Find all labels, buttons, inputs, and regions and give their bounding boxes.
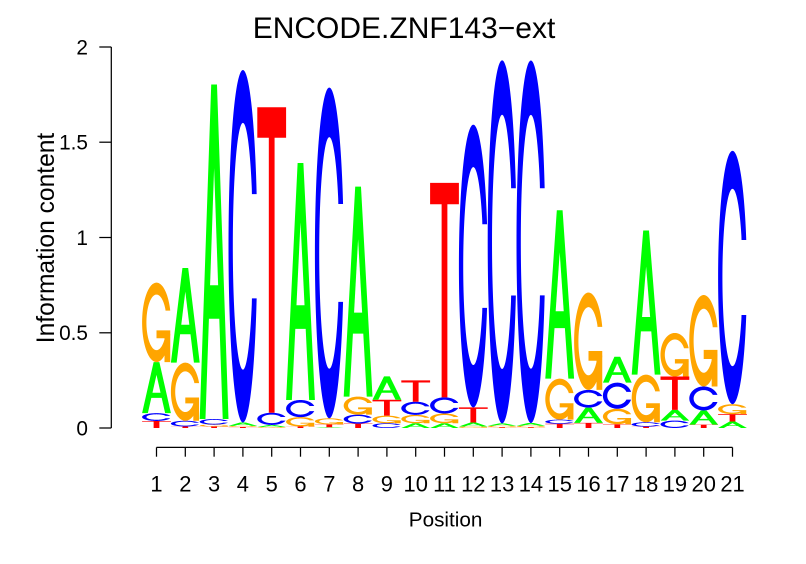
- svg-text:9: 9: [381, 472, 393, 497]
- svg-text:21: 21: [720, 472, 744, 497]
- svg-text:11: 11: [433, 472, 456, 497]
- svg-text:0.5: 0.5: [59, 322, 88, 345]
- svg-text:7: 7: [323, 472, 335, 497]
- svg-text:10: 10: [404, 472, 428, 497]
- svg-text:12: 12: [461, 472, 485, 497]
- svg-text:16: 16: [576, 472, 600, 497]
- svg-text:15: 15: [548, 472, 572, 497]
- svg-text:1: 1: [150, 472, 162, 497]
- svg-text:1.5: 1.5: [59, 132, 88, 155]
- svg-text:3: 3: [208, 472, 220, 497]
- svg-text:1: 1: [76, 227, 88, 250]
- svg-text:14: 14: [519, 472, 543, 497]
- svg-text:2: 2: [179, 472, 191, 497]
- svg-text:19: 19: [663, 472, 687, 497]
- svg-text:6: 6: [294, 472, 306, 497]
- svg-text:ENCODE.ZNF143−ext: ENCODE.ZNF143−ext: [253, 12, 556, 45]
- svg-text:20: 20: [692, 472, 716, 497]
- svg-text:18: 18: [634, 472, 658, 497]
- svg-text:0: 0: [76, 417, 88, 440]
- svg-text:4: 4: [237, 472, 249, 497]
- svg-text:Information content: Information content: [33, 133, 60, 344]
- svg-text:5: 5: [266, 472, 278, 497]
- svg-text:Position: Position: [409, 509, 483, 532]
- svg-text:2: 2: [76, 36, 88, 59]
- svg-text:17: 17: [605, 472, 629, 497]
- svg-text:8: 8: [352, 472, 364, 497]
- svg-text:13: 13: [490, 472, 514, 497]
